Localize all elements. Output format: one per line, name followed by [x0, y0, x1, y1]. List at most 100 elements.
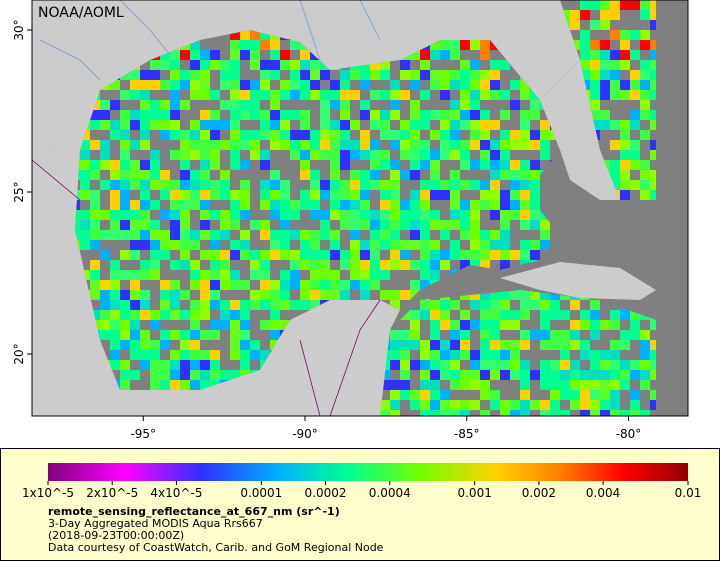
colorbar-tick-label: 0.002	[522, 486, 556, 500]
data-pixel	[520, 380, 530, 390]
data-pixel	[480, 90, 490, 100]
data-pixel	[340, 200, 350, 210]
data-pixel	[350, 200, 360, 210]
data-pixel	[280, 110, 290, 120]
data-pixel	[190, 70, 200, 80]
data-pixel	[280, 290, 290, 300]
data-pixel	[360, 170, 370, 180]
data-pixel	[75, 220, 80, 230]
data-pixel	[280, 250, 290, 260]
data-pixel	[300, 170, 310, 180]
data-pixel	[240, 140, 250, 150]
colorbar-tick-label: 0.0002	[305, 486, 347, 500]
data-pixel	[400, 290, 410, 300]
data-pixel	[430, 220, 440, 230]
data-pixel	[480, 380, 490, 390]
data-pixel	[390, 260, 400, 270]
data-pixel	[380, 200, 390, 210]
data-pixel	[240, 90, 250, 100]
data-pixel	[110, 230, 120, 240]
data-pixel	[270, 320, 280, 330]
data-pixel	[560, 380, 570, 390]
data-pixel	[430, 300, 440, 310]
data-pixel	[510, 190, 520, 200]
data-pixel	[130, 370, 140, 380]
data-pixel	[600, 370, 610, 380]
data-pixel	[630, 0, 640, 10]
data-pixel	[380, 110, 390, 120]
data-pixel	[540, 290, 550, 300]
data-pixel	[80, 150, 90, 160]
data-pixel	[290, 230, 300, 240]
data-pixel	[170, 150, 180, 160]
data-pixel	[640, 370, 650, 380]
data-pixel	[370, 270, 380, 280]
data-pixel	[420, 110, 430, 120]
data-pixel	[180, 290, 190, 300]
data-pixel	[150, 340, 160, 350]
data-pixel	[630, 80, 640, 90]
data-pixel	[300, 130, 310, 140]
data-pixel	[110, 120, 120, 130]
data-pixel	[110, 220, 120, 230]
data-pixel	[290, 280, 300, 290]
data-pixel	[170, 50, 180, 60]
data-pixel	[140, 80, 150, 90]
data-pixel	[410, 390, 420, 400]
data-pixel	[380, 130, 390, 140]
data-pixel	[320, 210, 330, 220]
data-pixel	[210, 150, 220, 160]
data-pixel	[150, 260, 160, 270]
data-pixel	[270, 230, 280, 240]
data-pixel	[100, 280, 110, 290]
data-pixel	[460, 80, 470, 90]
data-pixel	[240, 200, 250, 210]
data-pixel	[270, 210, 280, 220]
data-pixel	[240, 240, 250, 250]
data-pixel	[230, 210, 240, 220]
data-pixel	[220, 70, 230, 80]
data-pixel	[90, 200, 100, 210]
data-pixel	[480, 410, 490, 416]
data-pixel	[400, 210, 410, 220]
data-pixel	[210, 260, 220, 270]
data-pixel	[170, 60, 180, 70]
data-pixel	[230, 190, 240, 200]
data-pixel	[570, 340, 580, 350]
data-pixel	[200, 130, 210, 140]
data-pixel	[530, 300, 540, 310]
data-pixel	[240, 130, 250, 140]
data-pixel	[360, 290, 370, 300]
colorbar-tick-label: 4x10^-5	[150, 486, 202, 500]
data-pixel	[320, 110, 330, 120]
data-pixel	[530, 100, 540, 110]
data-pixel	[160, 250, 170, 260]
data-pixel	[340, 70, 350, 80]
data-pixel	[600, 120, 610, 130]
data-pixel	[500, 90, 510, 100]
data-pixel	[520, 80, 530, 90]
data-pixel	[650, 120, 656, 130]
data-pixel	[100, 290, 110, 300]
data-pixel	[400, 70, 410, 80]
data-pixel	[300, 240, 310, 250]
data-pixel	[470, 300, 480, 310]
data-pixel	[430, 40, 440, 50]
data-pixel	[480, 310, 490, 320]
data-pixel	[650, 50, 656, 60]
data-pixel	[190, 40, 200, 50]
data-pixel	[490, 300, 500, 310]
data-pixel	[250, 270, 260, 280]
data-pixel	[360, 190, 370, 200]
data-pixel	[530, 400, 540, 410]
data-pixel	[560, 310, 570, 320]
data-pixel	[410, 230, 420, 240]
data-pixel	[470, 230, 480, 240]
data-pixel	[430, 390, 440, 400]
data-pixel	[210, 140, 220, 150]
data-pixel	[410, 190, 420, 200]
data-pixel	[310, 80, 320, 90]
data-pixel	[530, 330, 540, 340]
data-pixel	[180, 230, 190, 240]
